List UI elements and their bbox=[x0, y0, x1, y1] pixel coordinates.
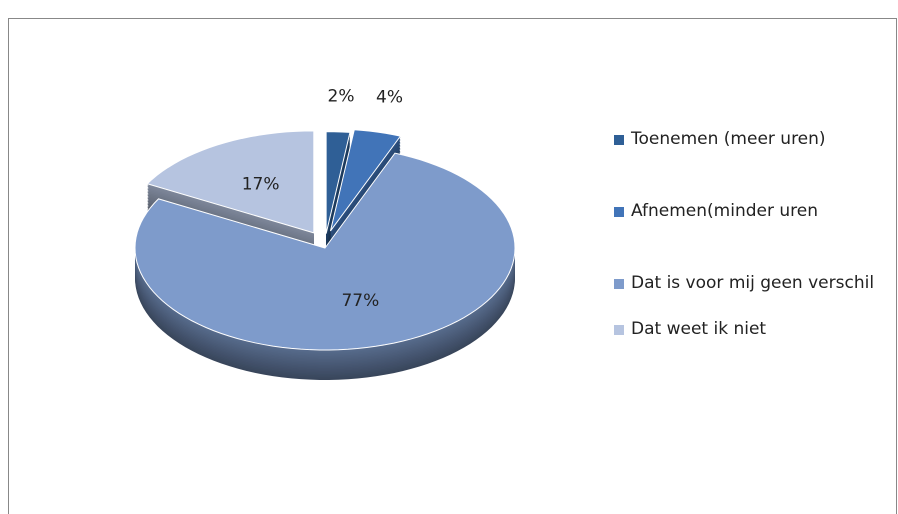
legend-label: Dat is voor mij geen verschil bbox=[631, 273, 875, 293]
legend-item: Toenemen (meer uren) bbox=[614, 126, 881, 152]
chart-frame bbox=[8, 18, 897, 514]
legend-label: Toenemen (meer uren) bbox=[631, 129, 826, 149]
data-label: 17% bbox=[242, 175, 280, 195]
legend-label: Dat weet ik niet bbox=[631, 319, 767, 339]
legend-item: Dat is voor mij geen verschil bbox=[614, 270, 881, 296]
data-label: 4% bbox=[376, 87, 403, 107]
legend-label: Afnemen(minder uren bbox=[631, 201, 818, 221]
pie-slice bbox=[134, 152, 516, 351]
legend: Toenemen (meer uren) Afnemen(minder uren D… bbox=[614, 126, 894, 342]
legend-swatch bbox=[614, 135, 624, 145]
data-label: 77% bbox=[341, 291, 379, 311]
pie-slice bbox=[325, 131, 351, 234]
pie-slice bbox=[146, 130, 315, 234]
pie-slice bbox=[329, 129, 402, 232]
data-label: 2% bbox=[328, 86, 355, 106]
legend-swatch bbox=[614, 325, 624, 335]
legend-item: Dat weet ik niet bbox=[614, 316, 881, 342]
legend-swatch bbox=[614, 279, 624, 289]
legend-swatch bbox=[614, 207, 624, 217]
legend-item: Afnemen(minder uren bbox=[614, 198, 881, 224]
